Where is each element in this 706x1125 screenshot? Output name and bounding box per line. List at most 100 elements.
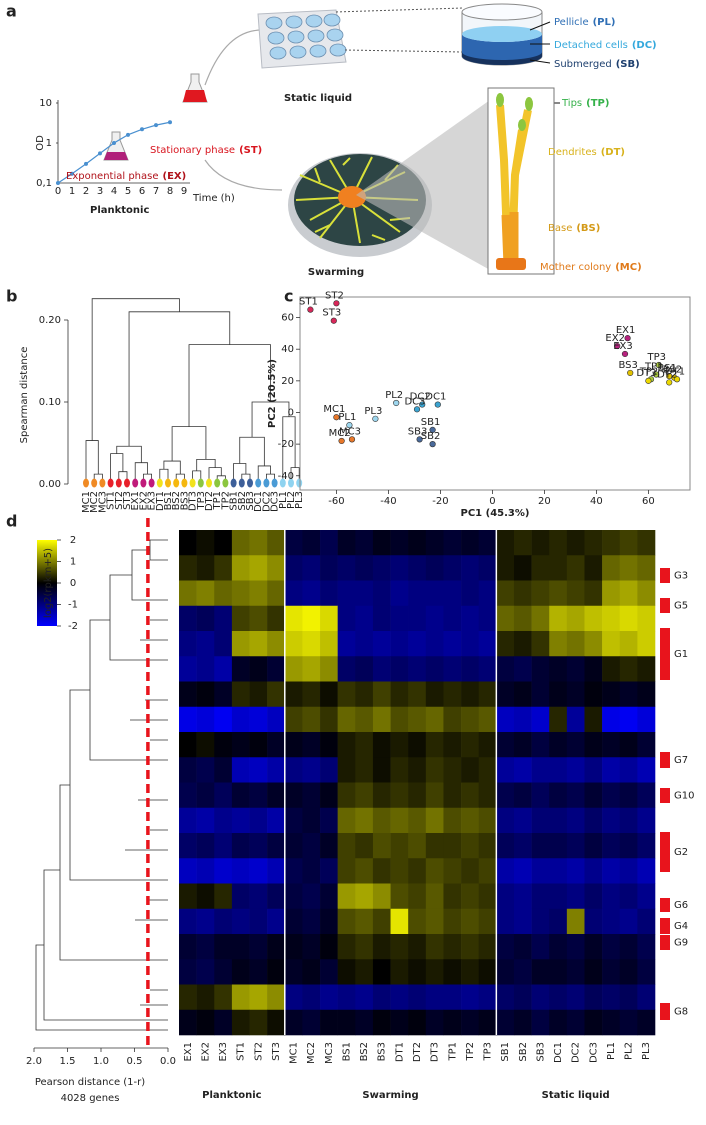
heatmap-cell <box>249 934 268 960</box>
heatmap-cell <box>566 580 585 607</box>
heatmap-cell <box>231 782 250 809</box>
leaf <box>132 478 139 488</box>
leaf-label: DT2 <box>204 491 215 511</box>
heatmap-cell <box>355 782 374 809</box>
heatmap-cell <box>372 757 391 783</box>
heatmap-cell <box>549 858 568 884</box>
y-tick-label: 60 <box>281 313 294 324</box>
y-tick-label: 0 <box>288 407 294 418</box>
heatmap-cell <box>320 858 338 884</box>
heatmap-cell <box>513 706 532 733</box>
heatmap-cell <box>214 883 233 910</box>
heatmap-cell <box>584 807 603 834</box>
heatmap-cell <box>372 656 391 682</box>
heatmap-cell <box>249 681 268 708</box>
cluster-box <box>660 788 670 803</box>
heatmap-cell <box>566 656 585 682</box>
point-label: SB1 <box>421 417 441 428</box>
heatmap-cell <box>531 757 550 783</box>
heatmap-cell <box>619 580 638 607</box>
heatmap-cell <box>267 555 286 581</box>
arrow <box>204 29 263 86</box>
heatmap-cell <box>372 883 391 910</box>
heatmap-cell <box>549 580 568 607</box>
heatmap-cell <box>249 757 268 783</box>
heatmap-cell <box>214 858 233 884</box>
heatmap-cell <box>372 732 391 758</box>
heatmap-cell <box>179 631 197 657</box>
heatmap-cell <box>549 530 568 556</box>
heatmap-cell <box>619 681 638 708</box>
heatmap-cell <box>478 934 497 960</box>
heatmap-cell <box>337 605 356 632</box>
leaf-label: EX1 <box>130 491 141 511</box>
heatmap-cell <box>284 580 303 607</box>
heatmap-cell <box>619 1009 638 1036</box>
heatmap-cell <box>390 782 409 809</box>
column-label: TP3 <box>483 1042 494 1062</box>
cluster-label: G6 <box>674 900 688 911</box>
leaf-label: TP3 <box>196 491 207 511</box>
label: Mother colony (MC) <box>540 262 642 273</box>
heatmap-cell <box>267 580 286 607</box>
label: Tips (TP) <box>561 98 609 109</box>
heatmap-cell <box>513 530 532 556</box>
leaf <box>107 478 114 488</box>
column-label: BS1 <box>341 1042 352 1061</box>
heatmap-cell <box>584 530 603 556</box>
heatmap-cell <box>231 555 250 581</box>
axis-title: PC1 (45.3%) <box>461 508 530 519</box>
heatmap-cell <box>179 807 197 834</box>
heatmap-cell <box>231 833 250 859</box>
heatmap-cell <box>267 984 286 1011</box>
heatmap-cell <box>602 984 621 1011</box>
pca-point <box>621 350 629 358</box>
leaf <box>140 478 147 488</box>
heatmap-cell <box>249 555 268 581</box>
cluster-label: G10 <box>674 791 694 802</box>
leaf <box>124 478 130 488</box>
dendrogram-branch <box>196 459 216 471</box>
heatmap-cell <box>425 631 444 657</box>
heatmap-cell <box>478 833 497 859</box>
y-tick-label: 1 <box>46 138 52 149</box>
heatmap-cell <box>425 1009 444 1036</box>
heatmap-cell <box>408 807 427 834</box>
heatmap-cell <box>231 934 250 960</box>
y-tick-label: 0.10 <box>39 397 61 408</box>
gene-count: 4028 genes <box>61 1093 120 1104</box>
column-label: DT2 <box>412 1042 423 1062</box>
heatmap-cell <box>549 681 568 708</box>
arrow <box>204 159 283 191</box>
heatmap-cell <box>549 782 568 809</box>
label-text: Stationary phase <box>150 145 235 156</box>
colorbar-title: log2(rpkm+5) <box>43 548 54 618</box>
point-label: TP3 <box>647 352 667 363</box>
heatmap-cell <box>496 883 515 910</box>
label: Stationary phase (ST) <box>150 145 262 156</box>
heatmap-cell <box>513 934 532 960</box>
column-label: SB3 <box>535 1042 546 1062</box>
cluster-label: G3 <box>674 571 688 582</box>
heatmap-cell <box>637 1009 656 1036</box>
heatmap-cell <box>461 530 480 556</box>
heatmap-cell <box>355 605 374 632</box>
heatmap-cell <box>249 959 268 985</box>
point-label: BS3 <box>618 360 637 371</box>
heatmap-cell <box>267 807 286 834</box>
growth-point <box>98 151 102 156</box>
heatmap-cell <box>602 858 621 884</box>
heatmap-cell <box>531 934 550 960</box>
panel-label: d <box>6 512 17 531</box>
heatmap-cell <box>231 1009 250 1036</box>
heatmap-cell <box>337 984 356 1011</box>
heatmap-cell <box>196 858 215 884</box>
dendrogram-branch <box>208 467 222 480</box>
heatmap-cell <box>302 883 321 910</box>
heatmap-cell <box>179 782 197 809</box>
heatmap-cell <box>337 580 356 607</box>
heatmap-cell <box>320 732 338 758</box>
dendrogram-branch <box>110 453 124 480</box>
heatmap-cell <box>302 732 321 758</box>
x-tick-label: 2.0 <box>26 1056 42 1067</box>
